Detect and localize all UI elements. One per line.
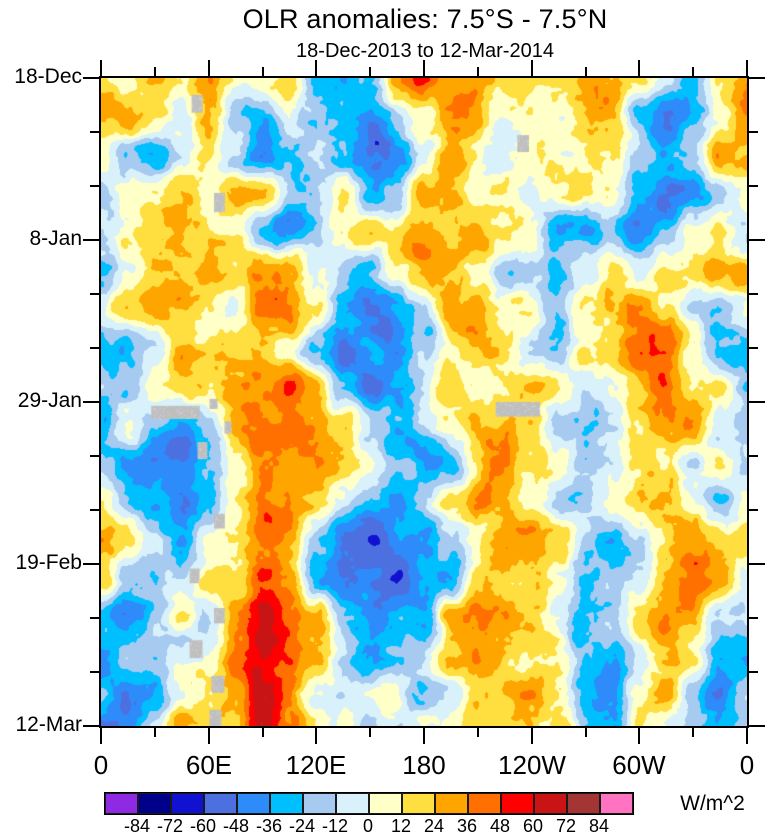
colorbar-units-label: W/m^2 <box>680 792 745 815</box>
colorbar-box-2 <box>171 793 204 814</box>
heatmap-canvas <box>101 78 747 726</box>
y-axis-label-18-Dec: 18-Dec <box>14 65 82 88</box>
y-minor-tick-left <box>90 671 99 673</box>
y-minor-tick-left <box>90 617 99 619</box>
chart-subtitle: 18-Dec-2013 to 12-Mar-2014 <box>296 40 554 62</box>
y-minor-tick-right <box>749 617 758 619</box>
y-major-tick-right <box>749 239 765 241</box>
y-minor-tick-right <box>749 293 758 295</box>
colorbar <box>104 792 634 815</box>
colorbar-box-5 <box>270 793 303 814</box>
x-major-tick-top <box>638 60 640 76</box>
x-major-tick-bottom <box>208 728 210 744</box>
colorbar-box-10 <box>435 793 468 814</box>
x-axis-label-0-0: 0 <box>93 750 109 780</box>
x-axis-label-1-60E: 60E <box>185 750 233 780</box>
x-major-tick-top <box>100 60 102 76</box>
y-minor-tick-right <box>749 131 758 133</box>
colorbar-box-12 <box>501 793 534 814</box>
x-major-tick-top <box>315 60 317 76</box>
y-major-tick-right <box>749 77 765 79</box>
colorbar-box-4 <box>237 793 270 814</box>
x-minor-tick-bottom <box>154 728 156 737</box>
x-minor-tick-top <box>585 67 587 76</box>
x-major-tick-bottom <box>531 728 533 744</box>
y-minor-tick-left <box>90 131 99 133</box>
y-minor-tick-right <box>749 671 758 673</box>
x-minor-tick-bottom <box>262 728 264 737</box>
colorbar-box-0 <box>105 793 138 814</box>
x-axis-label-6-0: 0 <box>739 750 755 780</box>
y-axis-label-29-Jan: 29-Jan <box>17 389 82 412</box>
x-axis-label-5-60W: 60W <box>612 750 666 780</box>
x-major-tick-bottom <box>423 728 425 744</box>
y-major-tick-right <box>749 725 765 727</box>
x-minor-tick-bottom <box>585 728 587 737</box>
y-minor-tick-left <box>90 347 99 349</box>
colorbar-box-11 <box>468 793 501 814</box>
x-minor-tick-bottom <box>692 728 694 737</box>
colorbar-box-1 <box>138 793 171 814</box>
x-major-tick-top <box>423 60 425 76</box>
colorbar-box-14 <box>567 793 600 814</box>
x-minor-tick-top <box>692 67 694 76</box>
x-major-tick-bottom <box>638 728 640 744</box>
colorbar-box-15 <box>600 793 633 814</box>
y-minor-tick-left <box>90 293 99 295</box>
y-major-tick-left <box>83 239 99 241</box>
plot-area <box>99 76 749 728</box>
colorbar-box-9 <box>402 793 435 814</box>
y-minor-tick-right <box>749 185 758 187</box>
x-minor-tick-top <box>369 67 371 76</box>
colorbar-box-3 <box>204 793 237 814</box>
x-major-tick-top <box>746 60 748 76</box>
y-major-tick-left <box>83 563 99 565</box>
y-axis-label-19-Feb: 19-Feb <box>15 551 82 574</box>
colorbar-box-7 <box>336 793 369 814</box>
y-major-tick-right <box>749 563 765 565</box>
y-major-tick-right <box>749 401 765 403</box>
x-major-tick-top <box>531 60 533 76</box>
y-minor-tick-left <box>90 455 99 457</box>
x-minor-tick-top <box>477 67 479 76</box>
x-minor-tick-bottom <box>369 728 371 737</box>
y-minor-tick-left <box>90 509 99 511</box>
x-major-tick-bottom <box>315 728 317 744</box>
x-minor-tick-top <box>154 67 156 76</box>
colorbar-box-8 <box>369 793 402 814</box>
x-major-tick-bottom <box>746 728 748 744</box>
y-minor-tick-right <box>749 455 758 457</box>
colorbar-box-13 <box>534 793 567 814</box>
y-major-tick-left <box>83 77 99 79</box>
y-major-tick-left <box>83 401 99 403</box>
y-major-tick-left <box>83 725 99 727</box>
chart-title: OLR anomalies: 7.5°S - 7.5°N <box>242 4 608 34</box>
x-major-tick-bottom <box>100 728 102 744</box>
y-minor-tick-right <box>749 347 758 349</box>
x-axis-label-2-120E: 120E <box>285 750 347 780</box>
x-minor-tick-top <box>262 67 264 76</box>
y-axis-label-8-Jan: 8-Jan <box>29 227 82 250</box>
colorbar-tick-84: 84 <box>588 816 610 836</box>
colorbar-tick-0: 0 <box>362 816 373 836</box>
x-major-tick-top <box>208 60 210 76</box>
x-axis-label-3-180: 180 <box>402 750 446 780</box>
y-axis-label-12-Mar: 12-Mar <box>15 713 82 736</box>
x-axis-label-4-120W: 120W <box>498 750 566 780</box>
x-minor-tick-bottom <box>477 728 479 737</box>
y-minor-tick-right <box>749 509 758 511</box>
colorbar-box-6 <box>303 793 336 814</box>
y-minor-tick-left <box>90 185 99 187</box>
